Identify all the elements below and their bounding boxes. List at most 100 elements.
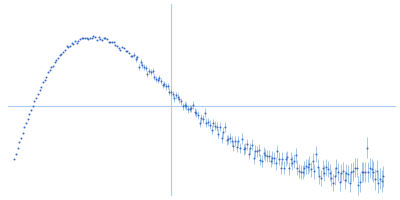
Point: [50, 64, 56, 67]
Point: [171, 97, 178, 100]
Point: [320, 167, 326, 170]
Point: [153, 77, 159, 81]
Point: [314, 165, 321, 168]
Point: [100, 37, 107, 40]
Point: [43, 75, 50, 79]
Point: [375, 181, 382, 184]
Point: [293, 154, 299, 157]
Point: [13, 152, 19, 155]
Point: [173, 94, 179, 97]
Point: [117, 48, 124, 51]
Point: [368, 168, 375, 171]
Point: [178, 100, 184, 103]
Point: [188, 107, 194, 110]
Point: [311, 170, 318, 173]
Point: [213, 125, 220, 128]
Point: [232, 139, 238, 143]
Point: [160, 83, 166, 86]
Point: [24, 117, 31, 121]
Point: [215, 132, 222, 135]
Point: [343, 172, 350, 175]
Point: [326, 171, 333, 174]
Point: [84, 36, 90, 39]
Point: [267, 160, 274, 163]
Point: [367, 166, 373, 169]
Point: [306, 162, 312, 166]
Point: [244, 143, 250, 146]
Point: [131, 53, 137, 56]
Point: [380, 175, 387, 178]
Point: [102, 37, 108, 40]
Point: [121, 46, 127, 49]
Point: [353, 166, 360, 169]
Point: [259, 159, 265, 162]
Point: [346, 181, 353, 184]
Point: [372, 177, 378, 181]
Point: [11, 157, 18, 160]
Point: [308, 168, 314, 171]
Point: [114, 44, 120, 47]
Point: [138, 60, 144, 63]
Point: [180, 105, 186, 108]
Point: [192, 110, 198, 114]
Point: [325, 168, 331, 171]
Point: [132, 58, 139, 61]
Point: [149, 69, 156, 72]
Point: [151, 75, 157, 78]
Point: [186, 107, 193, 110]
Point: [289, 161, 296, 164]
Point: [154, 78, 161, 82]
Point: [65, 45, 72, 48]
Point: [112, 44, 119, 47]
Point: [203, 121, 210, 124]
Point: [230, 145, 237, 148]
Point: [352, 166, 358, 169]
Point: [357, 181, 363, 184]
Point: [139, 63, 146, 66]
Point: [63, 45, 70, 48]
Point: [174, 95, 181, 99]
Point: [55, 57, 61, 60]
Point: [252, 149, 258, 153]
Point: [321, 171, 328, 175]
Point: [360, 171, 366, 174]
Point: [72, 40, 78, 43]
Point: [200, 118, 206, 121]
Point: [294, 166, 301, 169]
Point: [42, 78, 48, 81]
Point: [33, 97, 39, 100]
Point: [89, 36, 95, 39]
Point: [67, 45, 73, 48]
Point: [318, 176, 324, 179]
Point: [256, 148, 262, 151]
Point: [30, 104, 36, 107]
Point: [136, 65, 142, 69]
Point: [279, 157, 286, 160]
Point: [271, 156, 277, 159]
Point: [250, 156, 257, 160]
Point: [331, 174, 338, 178]
Point: [74, 41, 80, 44]
Point: [299, 170, 306, 174]
Point: [335, 170, 341, 174]
Point: [48, 66, 54, 69]
Point: [257, 158, 264, 161]
Point: [85, 37, 92, 41]
Point: [210, 121, 216, 125]
Point: [53, 58, 60, 61]
Point: [16, 141, 22, 144]
Point: [52, 61, 58, 64]
Point: [350, 170, 356, 173]
Point: [237, 146, 243, 150]
Point: [126, 51, 132, 55]
Point: [26, 112, 33, 115]
Point: [286, 167, 292, 170]
Point: [107, 41, 114, 44]
Point: [23, 121, 29, 125]
Point: [246, 152, 252, 155]
Point: [278, 166, 284, 169]
Point: [222, 125, 228, 129]
Point: [142, 66, 149, 69]
Point: [104, 37, 110, 41]
Point: [45, 70, 51, 74]
